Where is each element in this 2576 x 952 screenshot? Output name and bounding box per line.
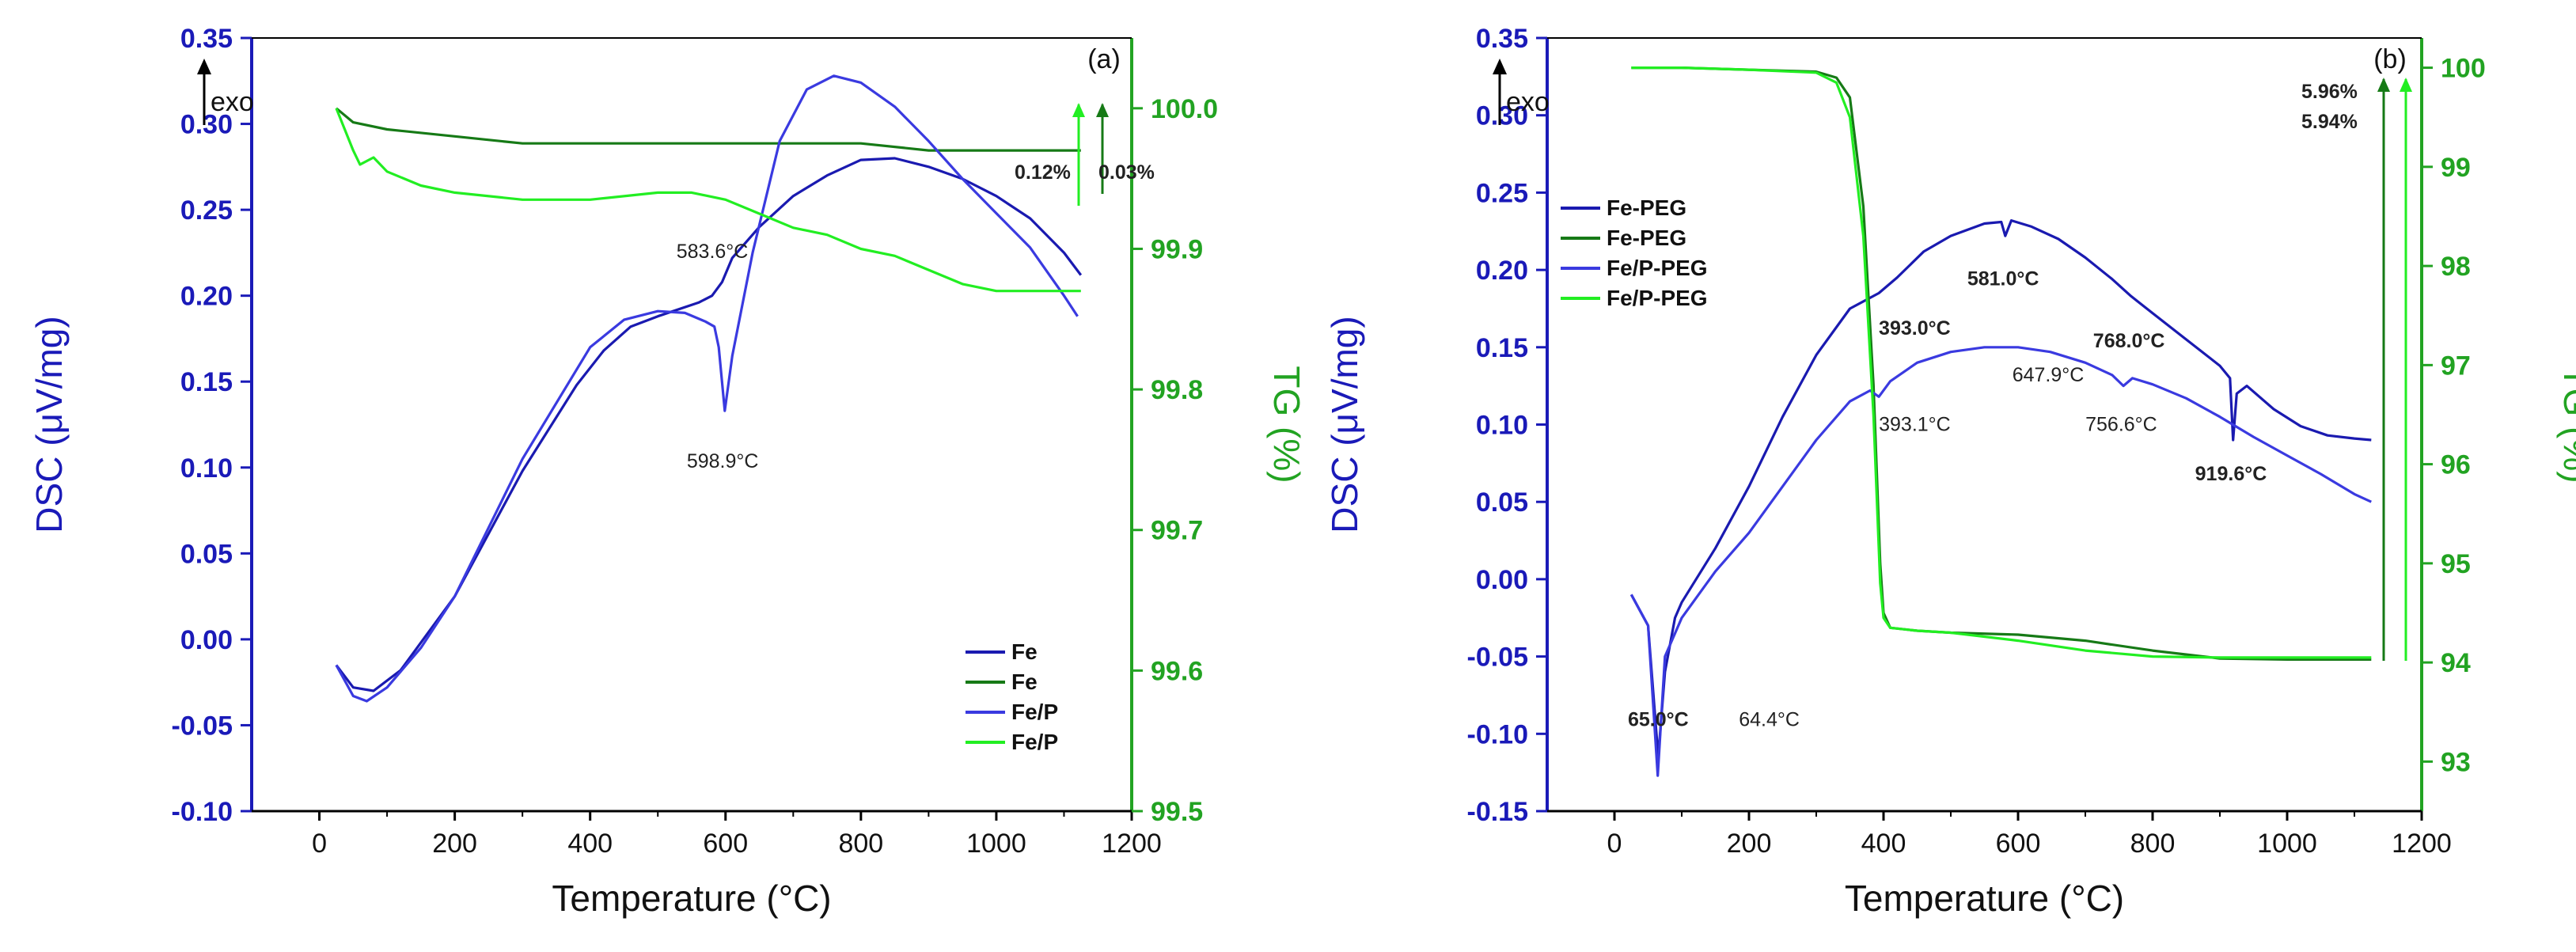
x-tick-label: 1000 — [2257, 829, 2317, 859]
chart-panel-b: 0 200 400 600 800 1000 1200 -0.15 -0.10 -0.05 0.00… — [1324, 24, 2576, 919]
x-tick-label: 200 — [1727, 829, 1772, 859]
y-left-tick-label: 0.00 — [1476, 565, 1528, 595]
y-left-tick-label: 0.35 — [180, 24, 233, 54]
series-line-fe-tg — [335, 107, 1081, 152]
legend-label: Fe/P-PEG — [1607, 256, 1708, 280]
mass-loss-label: 0.12% — [1015, 161, 1071, 184]
y-left-tick-label: 0.35 — [1476, 24, 1528, 54]
y-left-tick-label: -0.05 — [172, 711, 233, 741]
y-left-tick-label: 0.05 — [1476, 487, 1528, 518]
x-tick-label: 800 — [838, 829, 883, 859]
legend-label: Fe/P-PEG — [1607, 286, 1708, 310]
mass-loss-label: 5.96% — [2301, 81, 2358, 103]
legend-label: Fe — [1011, 669, 1038, 694]
y-left-tick-label: 0.25 — [180, 195, 233, 226]
x-tick-label: 0 — [312, 829, 327, 859]
y-left-tick-label: -0.15 — [1467, 797, 1529, 827]
exo-label: exo — [211, 87, 254, 117]
series-line-fe-p-tg — [335, 108, 1081, 293]
y-left-tick-label: 0.30 — [180, 110, 233, 140]
chart-panel-a: 0 200 400 600 800 1000 1200 -0.10 -0.05 0.00 0.05 0… — [28, 24, 1307, 919]
x-tick-label: 1200 — [2392, 829, 2452, 859]
legend-label: Fe/P — [1011, 700, 1058, 724]
y-left-tick-label: -0.10 — [1467, 719, 1529, 749]
y-right-axis-title: TG (%) — [2556, 366, 2576, 483]
y-right-tick-label: 96 — [2441, 450, 2471, 480]
y-right-tick-label: 99.5 — [1151, 797, 1203, 827]
y-left-tick-label: 0.20 — [1476, 256, 1528, 286]
y-right-tick-label: 99 — [2441, 153, 2471, 183]
legend-label: Fe-PEG — [1607, 195, 1686, 220]
y-left-tick-label: -0.05 — [1467, 643, 1529, 673]
panel-label: (b) — [2373, 44, 2407, 74]
peak-annotation: 919.6°C — [2195, 463, 2267, 485]
legend-label: Fe/P — [1011, 730, 1058, 754]
y-right-tick-label: 99.7 — [1151, 516, 1203, 546]
y-right-tick-label: 97 — [2441, 351, 2471, 381]
series-line-fe-p-peg-dsc — [1629, 346, 2372, 777]
y-left-tick-label: 0.20 — [180, 282, 233, 312]
mass-loss-arrow-head — [1096, 103, 1109, 117]
peak-annotation: 583.6°C — [677, 241, 749, 263]
exo-arrow-head — [197, 59, 211, 74]
peak-annotation: 768.0°C — [2093, 330, 2165, 352]
y-right-tick-label: 99.6 — [1151, 656, 1203, 686]
y-right-tick-label: 94 — [2441, 648, 2471, 678]
y-right-tick-label: 93 — [2441, 747, 2471, 777]
legend-label: Fe — [1011, 639, 1038, 664]
mass-loss-label: 5.94% — [2301, 111, 2358, 133]
y-left-tick-label: 0.05 — [180, 539, 233, 569]
series-line-fe-peg-tg — [1631, 66, 2372, 661]
series-line-fe-dsc — [335, 157, 1083, 692]
x-tick-label: 1000 — [966, 829, 1026, 859]
mass-loss-arrow-head — [2400, 78, 2412, 92]
x-tick-label: 0 — [1607, 829, 1622, 859]
y-left-tick-label: 0.00 — [180, 625, 233, 655]
y-left-tick-label: 0.30 — [1476, 101, 1528, 131]
x-axis-title: Temperature (°C) — [1845, 878, 2124, 919]
x-tick-label: 200 — [432, 829, 477, 859]
y-left-tick-label: 0.15 — [180, 367, 233, 397]
exo-label: exo — [1506, 87, 1550, 117]
y-left-axis-title: DSC (μV/mg) — [28, 316, 70, 533]
y-left-tick-label: 0.10 — [1476, 411, 1528, 441]
peak-annotation: 65.0°C — [1628, 709, 1689, 731]
y-left-tick-label: 0.10 — [180, 453, 233, 484]
y-right-tick-label: 98 — [2441, 252, 2471, 282]
legend-label: Fe-PEG — [1607, 226, 1686, 250]
mass-loss-arrow-head — [2377, 78, 2390, 92]
exo-arrow-head — [1493, 59, 1507, 74]
y-left-tick-label: 0.25 — [1476, 178, 1528, 208]
y-right-tick-label: 100 — [2441, 54, 2486, 84]
y-left-tick-label: 0.15 — [1476, 333, 1528, 363]
peak-annotation: 598.9°C — [687, 450, 759, 472]
y-right-tick-label: 100.0 — [1151, 94, 1218, 124]
peak-annotation: 756.6°C — [2085, 413, 2157, 435]
peak-annotation: 393.0°C — [1879, 317, 1951, 339]
y-right-tick-label: 95 — [2441, 549, 2471, 579]
panel-label: (a) — [1087, 44, 1121, 74]
y-right-axis-title: TG (%) — [1266, 366, 1307, 483]
x-tick-label: 1200 — [1102, 829, 1162, 859]
x-tick-label: 800 — [2130, 829, 2176, 859]
x-tick-label: 400 — [1861, 829, 1906, 859]
y-right-tick-label: 99.8 — [1151, 375, 1203, 405]
x-tick-label: 600 — [1996, 829, 2041, 859]
series-line-fe-p-dsc — [335, 74, 1079, 703]
mass-loss-label: 0.03% — [1098, 161, 1155, 184]
mass-loss-arrow-head — [1072, 103, 1085, 117]
y-left-axis-title: DSC (μV/mg) — [1324, 316, 1365, 533]
series-line-fe-p-peg-tg — [1631, 66, 2372, 659]
peak-annotation: 647.9°C — [2013, 364, 2085, 386]
series-line-fe-peg-dsc — [1629, 219, 2372, 759]
peak-annotation: 64.4°C — [1739, 709, 1800, 731]
x-tick-label: 400 — [567, 829, 613, 859]
x-tick-label: 600 — [703, 829, 748, 859]
y-right-tick-label: 99.9 — [1151, 234, 1203, 264]
y-left-tick-label: -0.10 — [172, 797, 233, 827]
peak-annotation: 393.1°C — [1879, 413, 1951, 435]
peak-annotation: 581.0°C — [1967, 268, 2039, 290]
x-axis-title: Temperature (°C) — [552, 878, 831, 919]
